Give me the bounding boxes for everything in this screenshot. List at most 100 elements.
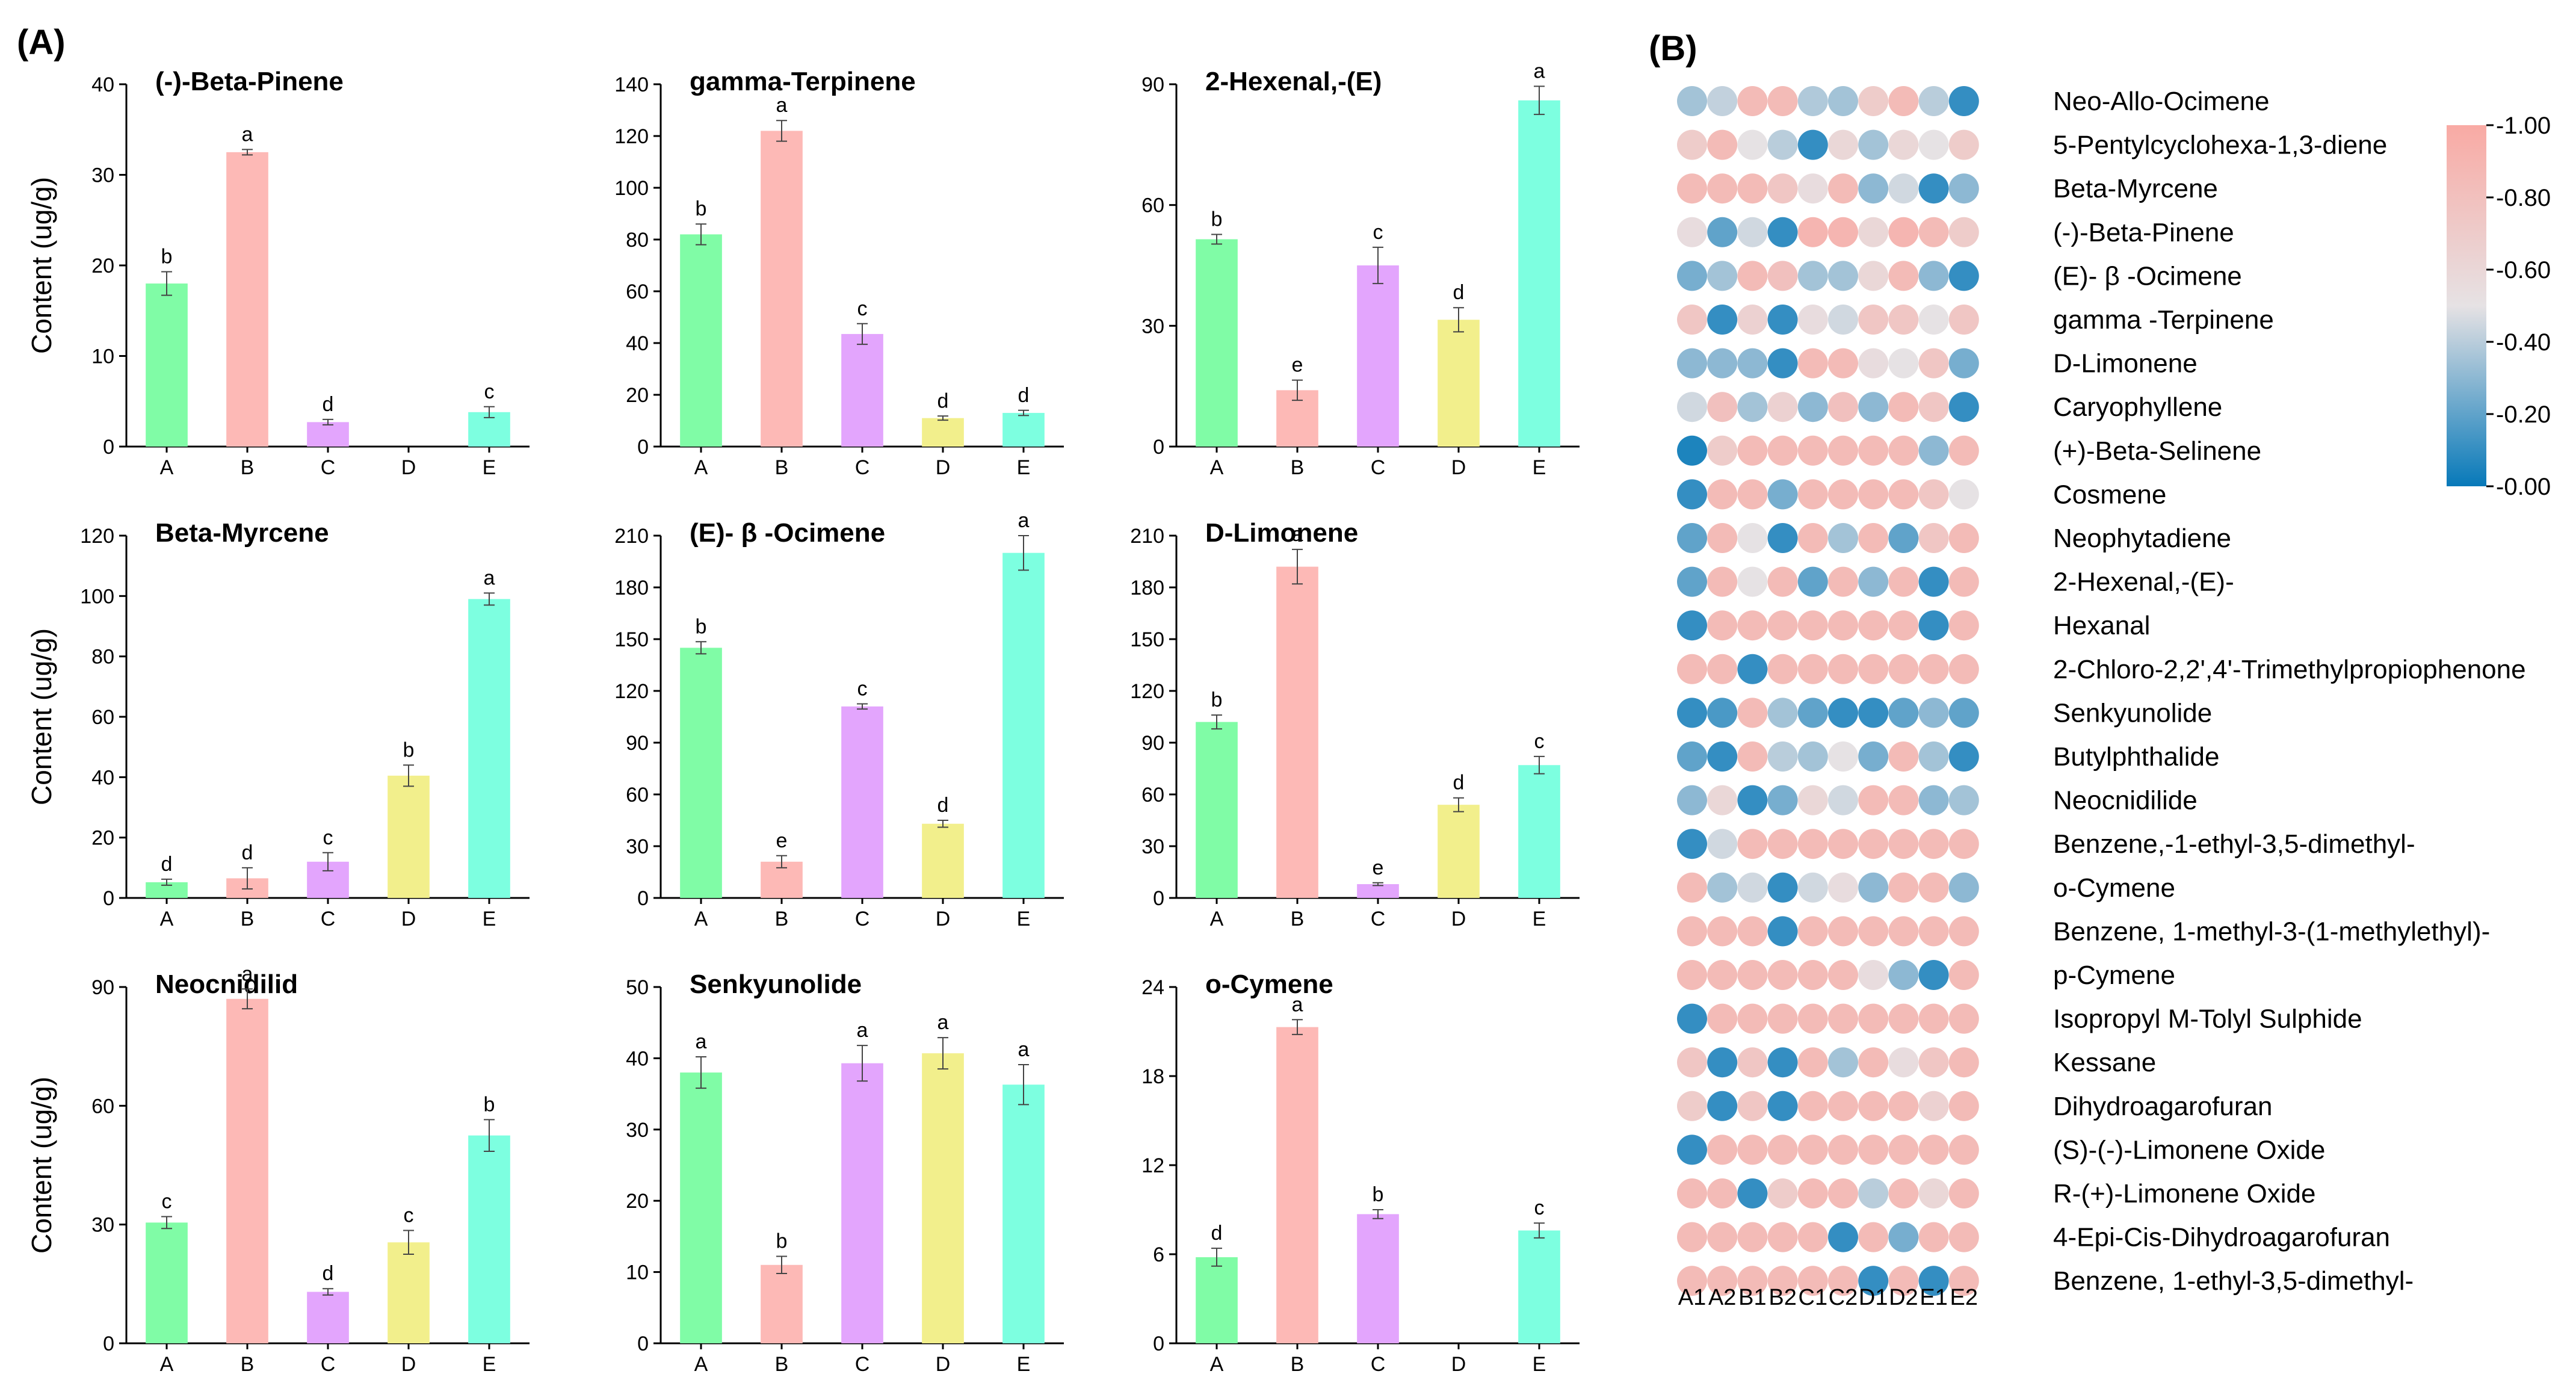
bar-chart-grid: 0 10 20 30 40 (-)-Beta-Pinene Content (ug/g) Ab… (26, 60, 1580, 1376)
heatmap-cell (1948, 1134, 1979, 1165)
y-tick-label: 0 (1153, 887, 1164, 910)
heatmap-cell (1948, 1047, 1979, 1078)
heatmap-cell (1948, 1003, 1979, 1034)
bar-E (468, 599, 510, 898)
heatmap-row-label: Butylphthalide (2053, 742, 2219, 772)
y-tick-label: 30 (626, 1119, 649, 1142)
significance-letter: e (1373, 856, 1384, 879)
y-tick-label: 180 (614, 577, 649, 599)
heatmap-cell (1797, 86, 1828, 116)
y-tick-label: 40 (626, 1047, 649, 1070)
heatmap-cell (1828, 348, 1858, 379)
y-tick-label: 150 (1130, 628, 1164, 651)
heatmap-cell (1767, 698, 1798, 728)
heatmap-cell (1828, 86, 1858, 116)
heatmap-cell (1918, 217, 1949, 247)
heatmap-cell (1948, 566, 1979, 597)
bar-panel-7: 0 30 60 90 Neocnidilid Content (ug/g) Ac Ba Cd Dc… (26, 962, 530, 1376)
heatmap-cell (1888, 566, 1919, 597)
heatmap-row-label: p-Cymene (2053, 961, 2175, 990)
x-tick-label: C (1371, 456, 1386, 479)
y-tick-label: 60 (626, 784, 649, 806)
heatmap-cell (1858, 392, 1889, 422)
heatmap-cell (1737, 305, 1768, 335)
heatmap-cell (1677, 1091, 1707, 1121)
heatmap-cell (1858, 1003, 1889, 1034)
heatmap-cell (1918, 829, 1949, 859)
heatmap-cell (1767, 129, 1798, 160)
heatmap-row-label: (S)-(-)-Limonene Oxide (2053, 1135, 2325, 1165)
bar-D (922, 1053, 964, 1343)
heatmap-cell (1828, 1178, 1858, 1208)
x-tick-label: C (855, 456, 870, 479)
heatmap-cell (1948, 698, 1979, 728)
heatmap-cell (1918, 698, 1949, 728)
heatmap-cell (1797, 435, 1828, 466)
heatmap-cell (1888, 1091, 1919, 1121)
heatmap-cell (1737, 566, 1768, 597)
heatmap-cell (1737, 741, 1768, 772)
heatmap-cell (1677, 916, 1707, 947)
x-tick-label: A (694, 908, 708, 930)
heatmap-cell (1707, 392, 1738, 422)
heatmap-cell (1737, 86, 1768, 116)
y-tick-label: 20 (91, 827, 114, 850)
heatmap-cell (1858, 872, 1889, 903)
heatmap-cell (1858, 785, 1889, 815)
heatmap-cell (1677, 217, 1707, 247)
y-tick-label: 60 (91, 706, 114, 729)
bar-A (680, 1072, 722, 1343)
heatmap-cell (1767, 610, 1798, 641)
bar-panel-3: 0 30 60 90 2-Hexenal,-(E) Ab Be Cc Dd Ea (1141, 60, 1580, 479)
bar-panel-1: 0 10 20 30 40 (-)-Beta-Pinene Content (ug/g) Ab… (26, 67, 530, 479)
heatmap-cell (1858, 1178, 1889, 1208)
heatmap-cell (1677, 698, 1707, 728)
heatmap-cell (1888, 86, 1919, 116)
bar-C (307, 1292, 349, 1343)
heatmap-cell (1707, 173, 1738, 204)
y-tick-label: 0 (103, 436, 114, 459)
heatmap-cell (1677, 872, 1707, 903)
heatmap-cell (1918, 261, 1949, 291)
x-tick-label: C (855, 908, 870, 930)
significance-letter: a (776, 94, 788, 117)
heatmap-row-label: gamma -Terpinene (2053, 305, 2274, 335)
heatmap-cell (1918, 1091, 1949, 1121)
heatmap-cell (1858, 654, 1889, 684)
heatmap-cell (1737, 916, 1768, 947)
heatmap-cell (1737, 829, 1768, 859)
heatmap-cell (1767, 566, 1798, 597)
heatmap-cell (1767, 1266, 1798, 1296)
panel-b-label: (B) (1649, 29, 1697, 68)
heatmap-cell (1767, 392, 1798, 422)
heatmap-cell (1767, 217, 1798, 247)
heatmap-cell (1677, 479, 1707, 510)
y-tick-label: 120 (614, 125, 649, 148)
heatmap-cell (1797, 523, 1828, 553)
heatmap-cell (1797, 173, 1828, 204)
heatmap-cell (1677, 1266, 1707, 1296)
significance-letter: c (162, 1190, 172, 1213)
heatmap-cell (1858, 261, 1889, 291)
heatmap-cell (1828, 566, 1858, 597)
heatmap-cell (1797, 479, 1828, 510)
bar-panel-8: 0 10 20 30 40 50 Senkyunolide Aa Bb Ca Da Ea (626, 970, 1064, 1376)
heatmap-column-label: D2 (1889, 1285, 1918, 1310)
heatmap-cell (1797, 129, 1828, 160)
panel-title: Beta-Myrcene (155, 518, 329, 548)
heatmap-cell (1918, 1178, 1949, 1208)
heatmap-row-label: (+)-Beta-Selinene (2053, 436, 2261, 466)
heatmap-cell (1767, 960, 1798, 990)
y-tick-label: 6 (1153, 1243, 1164, 1266)
heatmap-cell (1828, 217, 1858, 247)
bar-B (226, 998, 268, 1343)
heatmap-cell (1918, 1266, 1949, 1296)
heatmap-cell (1918, 610, 1949, 641)
heatmap-column-label: A2 (1708, 1285, 1736, 1310)
bar-B (1276, 1027, 1318, 1343)
heatmap-cell (1767, 872, 1798, 903)
heatmap-cell (1737, 785, 1768, 815)
heatmap-column-label: C2 (1829, 1285, 1858, 1310)
heatmap-cell (1948, 1091, 1979, 1121)
